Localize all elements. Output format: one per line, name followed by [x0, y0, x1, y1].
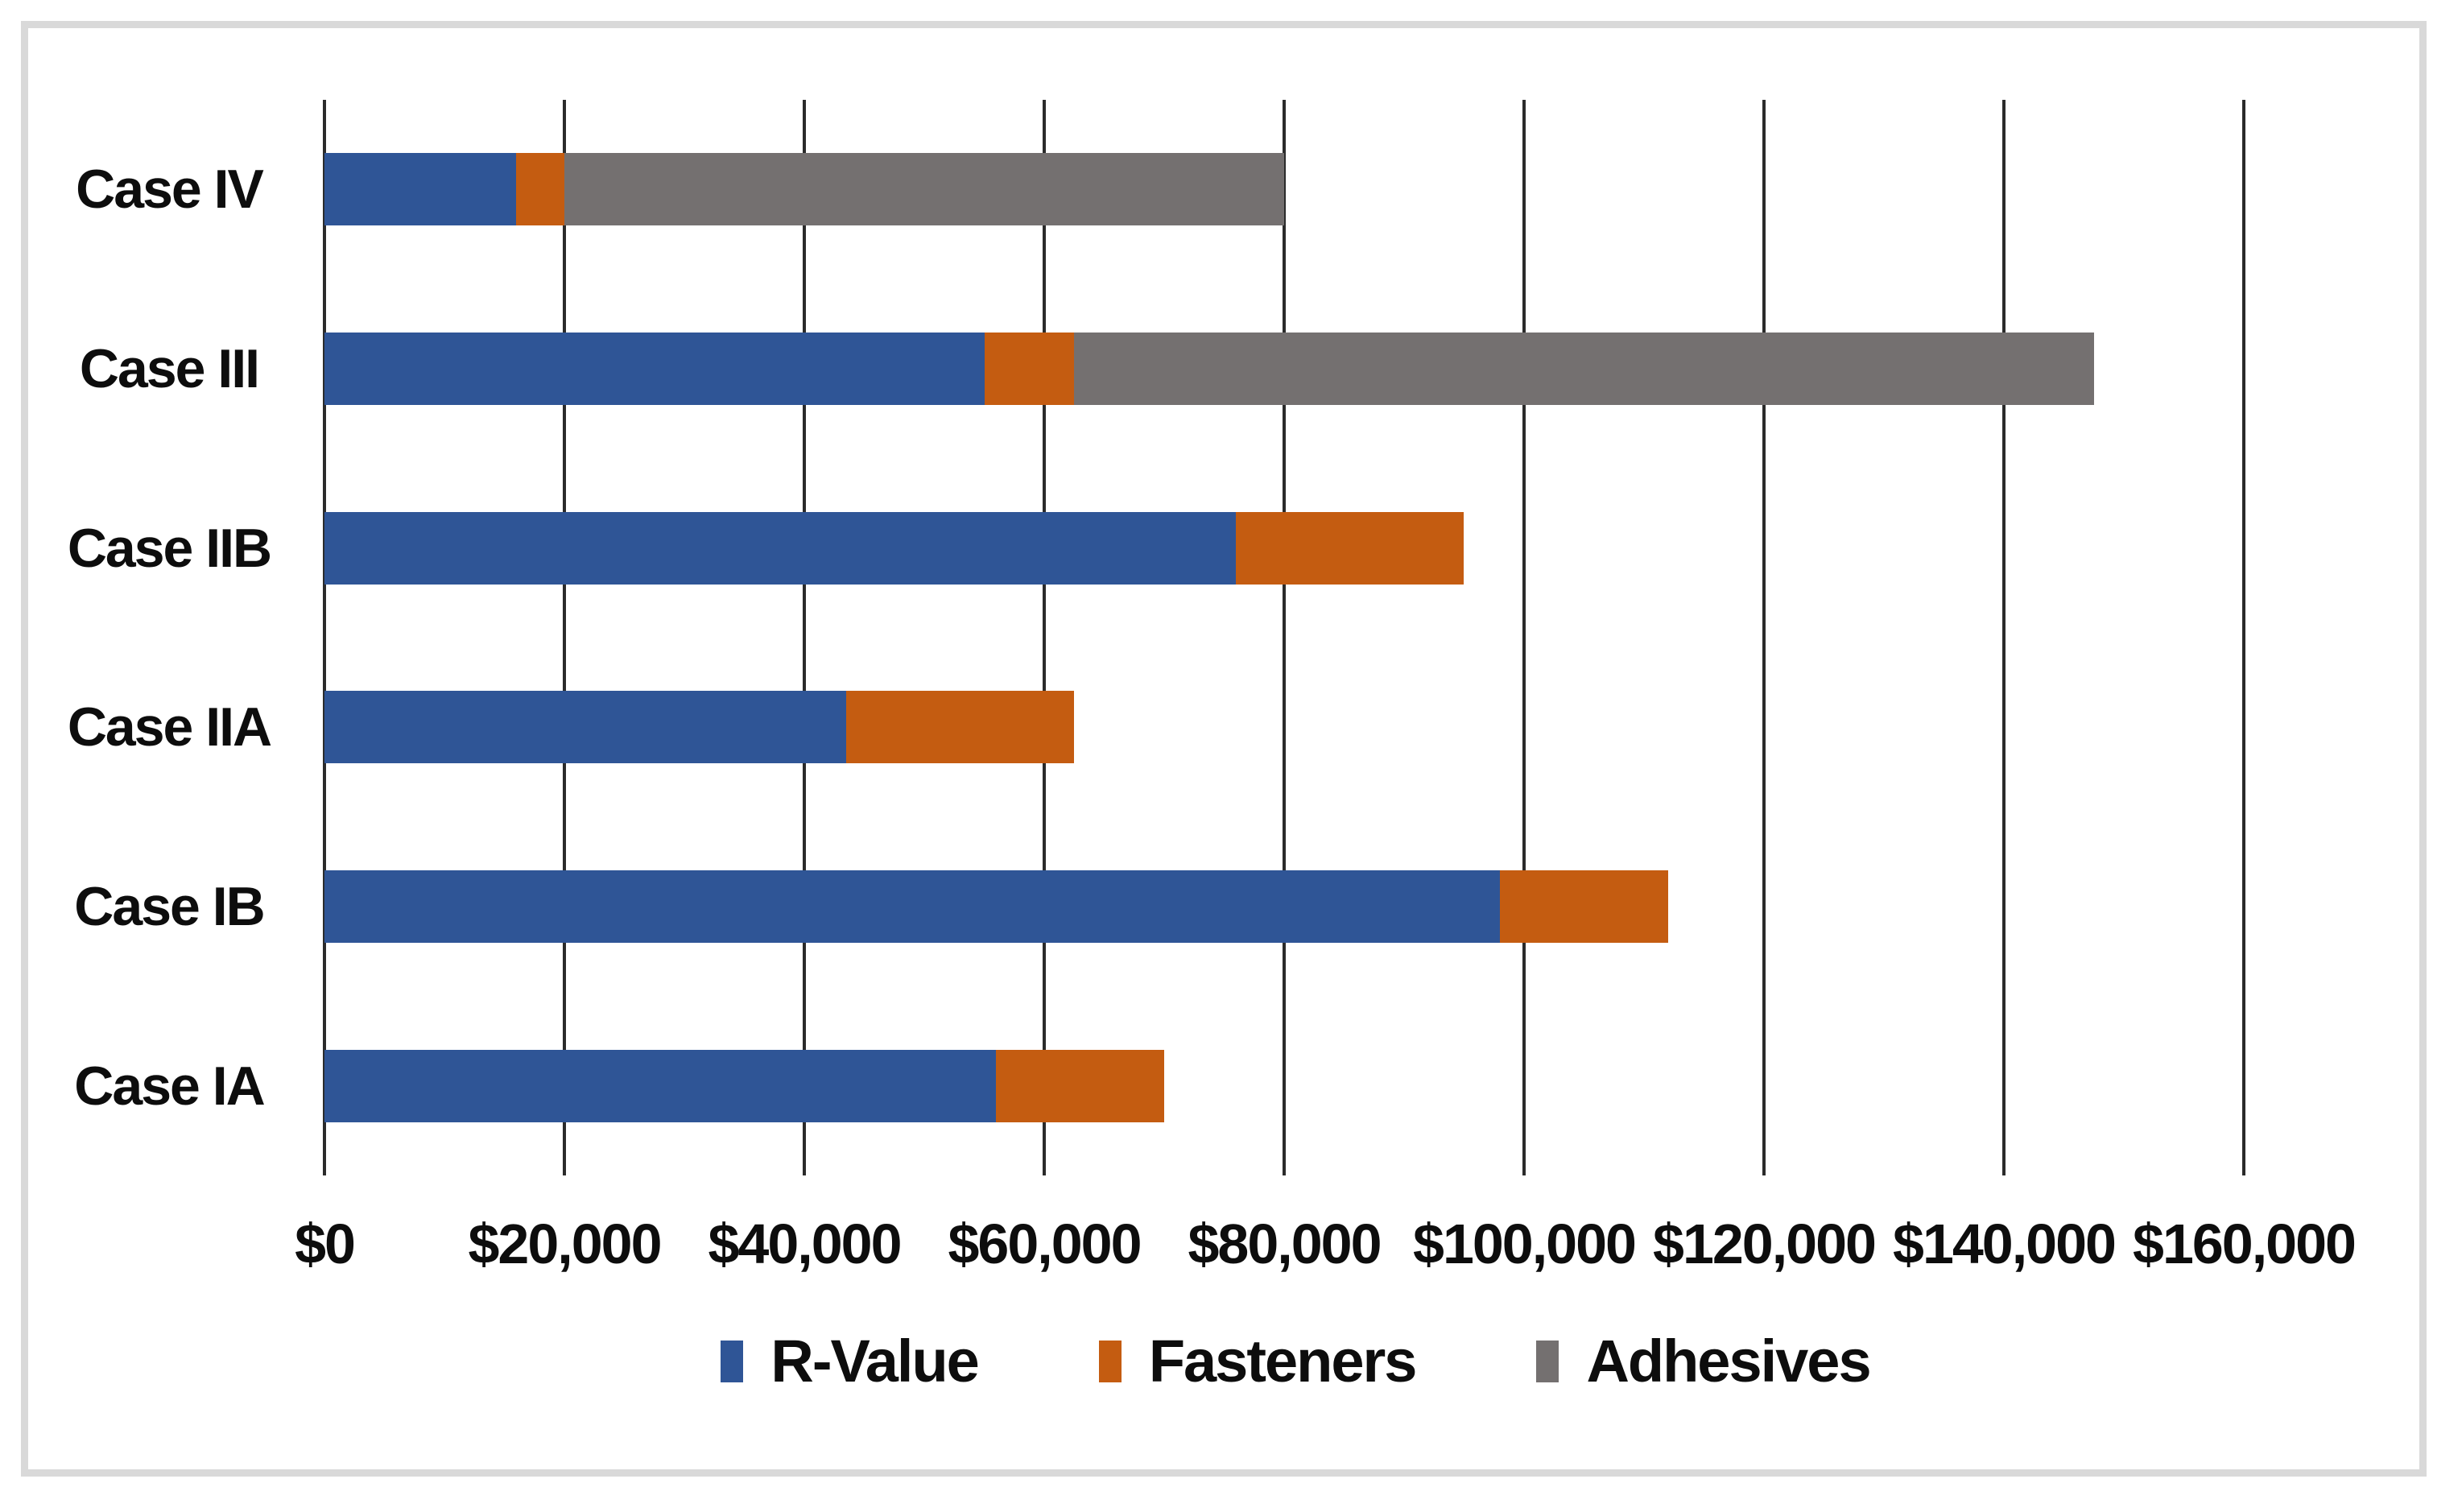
bar-segment-fasteners[interactable] — [1500, 870, 1668, 943]
bar-segment-r-value[interactable] — [324, 511, 1237, 585]
legend-item-fasteners[interactable]: Fasteners — [1098, 1327, 1418, 1395]
bar-segment-r-value[interactable] — [324, 153, 517, 226]
gridline — [1043, 100, 1046, 1175]
x-tick-label: $100,000 — [1413, 1212, 1637, 1275]
category-label: Case IV — [76, 159, 264, 221]
bar-row — [324, 153, 1284, 226]
legend-label: R-Value — [770, 1328, 979, 1394]
bar-segment-adhesives[interactable] — [1074, 333, 2094, 405]
legend-label: Fasteners — [1148, 1328, 1418, 1394]
x-tick-label: $120,000 — [1653, 1212, 1877, 1275]
bar-segment-fasteners[interactable] — [846, 691, 1075, 764]
bar-row — [324, 1049, 1164, 1122]
bar-row — [324, 691, 1075, 764]
category-label: Case IIB — [67, 517, 272, 579]
legend-swatch-icon — [1098, 1340, 1122, 1382]
gridline — [1283, 100, 1286, 1175]
x-tick-label: $20,000 — [468, 1212, 662, 1275]
category-label: Case IA — [74, 1055, 265, 1117]
bar-row — [324, 870, 1668, 943]
bar-segment-r-value[interactable] — [324, 1049, 997, 1122]
bar-row — [324, 511, 1464, 585]
bar-segment-r-value[interactable] — [324, 691, 847, 764]
legend-item-adhesives[interactable]: Adhesives — [1536, 1327, 1872, 1395]
legend-label: Adhesives — [1586, 1328, 1871, 1394]
bar-segment-fasteners[interactable] — [996, 1049, 1164, 1122]
gridline — [2002, 100, 2006, 1175]
gridline — [563, 100, 566, 1175]
legend-swatch-icon — [721, 1340, 744, 1382]
category-label: Case IB — [74, 876, 265, 937]
gridline — [803, 100, 806, 1175]
x-tick-label: $160,000 — [2133, 1212, 2357, 1275]
bar-segment-r-value[interactable] — [324, 870, 1501, 943]
bar-segment-r-value[interactable] — [324, 333, 985, 405]
bar-segment-fasteners[interactable] — [984, 333, 1075, 405]
x-tick-label: $140,000 — [1893, 1212, 2117, 1275]
bar-row — [324, 333, 2094, 405]
bar-segment-fasteners[interactable] — [1236, 511, 1464, 585]
chart-legend: R-Value Fasteners Adhesives — [0, 1327, 2462, 1395]
x-tick-label: $0 — [295, 1212, 356, 1275]
legend-item-r-value[interactable]: R-Value — [721, 1327, 980, 1395]
x-tick-label: $60,000 — [948, 1212, 1142, 1275]
gridline — [1522, 100, 1526, 1175]
x-tick-label: $40,000 — [708, 1212, 902, 1275]
category-label: Case III — [79, 338, 260, 399]
gridline — [2242, 100, 2245, 1175]
bar-segment-fasteners[interactable] — [516, 153, 564, 226]
gridline — [1762, 100, 1766, 1175]
x-tick-label: $80,000 — [1188, 1212, 1382, 1275]
gridline — [323, 100, 326, 1175]
legend-swatch-icon — [1536, 1340, 1559, 1382]
bar-segment-adhesives[interactable] — [564, 153, 1284, 226]
category-label: Case IIA — [67, 696, 272, 758]
